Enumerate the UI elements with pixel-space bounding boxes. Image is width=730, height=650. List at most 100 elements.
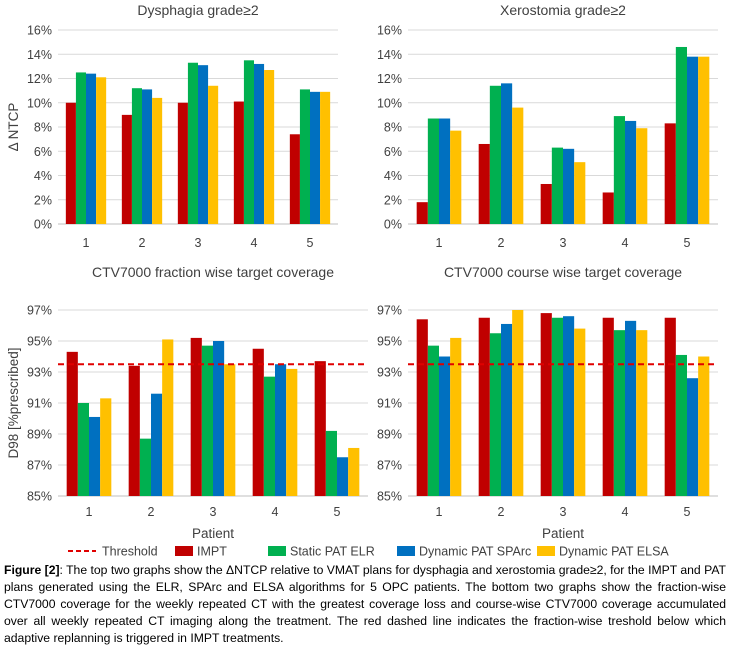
x-tick-label: 1 [86, 505, 93, 519]
bar [698, 56, 710, 224]
legend-swatch [397, 546, 415, 556]
bar [636, 128, 648, 224]
bar [501, 83, 513, 224]
bar [427, 118, 439, 224]
bar [563, 148, 575, 224]
x-axis-label: Patient [542, 526, 584, 541]
bar [698, 356, 710, 496]
figure-charts: 0%2%4%6%8%10%12%14%16%Dysphagia grade≥2Δ… [6, 2, 718, 559]
legend-swatch [175, 546, 193, 556]
bar [687, 378, 699, 496]
caption-text: : The top two graphs show the ΔNTCP rela… [4, 563, 726, 645]
bar [512, 107, 524, 224]
y-tick-label: 12% [377, 72, 402, 86]
bar [213, 341, 225, 496]
bar [664, 123, 676, 224]
bar [142, 89, 153, 224]
y-tick-label: 93% [377, 366, 402, 380]
x-tick-label: 3 [560, 236, 567, 250]
y-tick-label: 97% [27, 304, 52, 318]
x-tick-label: 2 [139, 236, 146, 250]
y-tick-label: 8% [384, 121, 402, 135]
y-axis-label: D98 [%prescribed] [6, 347, 21, 458]
bar [337, 457, 349, 496]
x-tick-label: 5 [334, 505, 341, 519]
bar [131, 88, 142, 224]
legend-label: Threshold [102, 545, 158, 559]
x-tick-label: 3 [210, 505, 217, 519]
x-tick-label: 1 [436, 505, 443, 519]
y-tick-label: 93% [27, 366, 52, 380]
bar [625, 120, 637, 224]
chart-title: CTV7000 course wise target coverage [444, 264, 682, 280]
bar [286, 368, 298, 496]
bar [348, 447, 360, 496]
bar [602, 317, 614, 496]
y-tick-label: 97% [377, 304, 402, 318]
bar [540, 183, 552, 224]
bar [664, 317, 676, 496]
y-tick-label: 2% [384, 193, 402, 207]
y-axis-label: Δ NTCP [6, 103, 21, 152]
bar [86, 73, 97, 225]
bar [275, 364, 287, 496]
bar [489, 85, 501, 225]
bar [320, 91, 331, 225]
chart-title: Xerostomia grade≥2 [500, 2, 626, 18]
bar [636, 330, 648, 496]
bar [439, 118, 451, 224]
bar [233, 101, 244, 224]
bar [574, 328, 586, 496]
x-tick-label: 1 [436, 236, 443, 250]
y-tick-label: 4% [384, 169, 402, 183]
legend-label: IMPT [197, 545, 227, 559]
x-tick-label: 3 [560, 505, 567, 519]
bar [198, 65, 209, 224]
chart-title: Dysphagia grade≥2 [137, 2, 259, 18]
y-tick-label: 2% [34, 193, 52, 207]
y-tick-label: 10% [377, 96, 402, 110]
bar [243, 60, 254, 224]
bar [66, 351, 78, 496]
bar [563, 316, 575, 496]
y-tick-label: 16% [377, 24, 402, 38]
bar [602, 192, 614, 224]
y-tick-label: 95% [27, 335, 52, 349]
bar [478, 143, 490, 224]
bar [77, 403, 89, 496]
legend-swatch [268, 546, 286, 556]
bar [177, 102, 188, 224]
bar [574, 162, 586, 224]
x-tick-label: 5 [307, 236, 314, 250]
chart-title: CTV7000 fraction wise target coverage [92, 264, 334, 280]
y-tick-label: 4% [34, 169, 52, 183]
y-tick-label: 85% [377, 490, 402, 504]
bar [314, 361, 326, 496]
y-tick-label: 89% [27, 428, 52, 442]
bar [551, 317, 563, 496]
bar [625, 320, 637, 496]
bar [89, 416, 101, 496]
bar [75, 72, 86, 224]
y-tick-label: 14% [27, 48, 52, 62]
bar [439, 356, 451, 496]
bar [65, 102, 76, 224]
bar [139, 438, 151, 496]
bar [121, 114, 132, 224]
legend-label: Static PAT ELR [290, 545, 375, 559]
x-tick-label: 4 [272, 505, 279, 519]
bar [128, 365, 140, 496]
bar [310, 91, 321, 225]
bar [263, 376, 275, 496]
legend-label: Dynamic PAT ELSA [559, 545, 669, 559]
x-axis-label: Patient [192, 526, 234, 541]
x-tick-label: 1 [83, 236, 90, 250]
bar [254, 63, 265, 225]
bar [264, 70, 275, 224]
bar [224, 364, 236, 496]
bar [540, 313, 552, 496]
bar [427, 345, 439, 496]
x-tick-label: 4 [622, 236, 629, 250]
x-tick-label: 4 [251, 236, 258, 250]
caption-label: Figure [2] [4, 563, 60, 577]
